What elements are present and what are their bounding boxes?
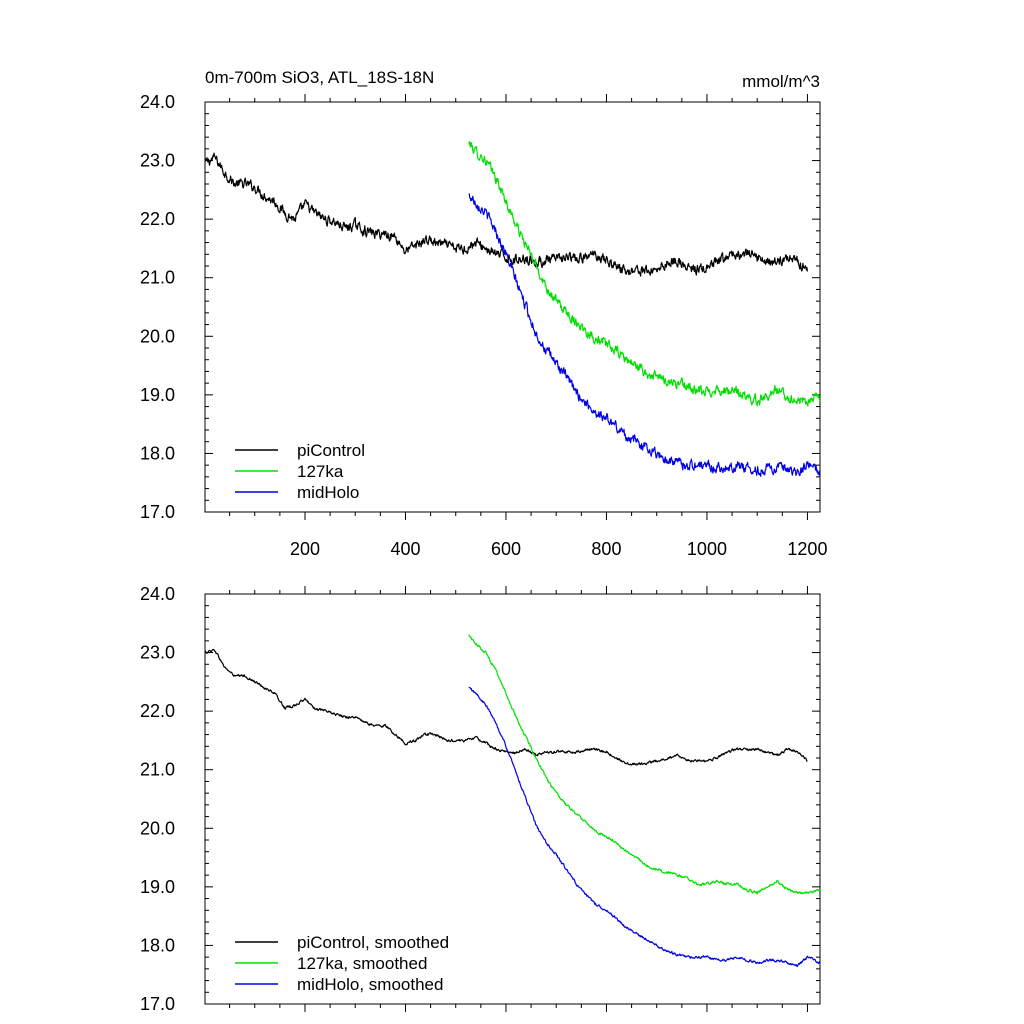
x-tick-labels: 200 400 600 800 1000 1200	[290, 539, 827, 559]
series-line-0	[204, 152, 808, 277]
y-tick-label: 24.0	[140, 92, 175, 112]
bottom-panel: 17.0 18.0 19.0 20.0 21.0 22.0 23.0 24.0 piContr…	[140, 584, 821, 1014]
units-label: mmol/m^3	[742, 72, 820, 91]
series-line-2	[468, 193, 821, 477]
x-tick-label: 800	[591, 539, 621, 559]
plot-frame	[204, 101, 821, 513]
legend-label: 127ka	[297, 462, 344, 481]
y-tick-label: 20.0	[140, 818, 175, 838]
legend: piControl 127ka midHolo	[235, 441, 365, 502]
y-tick-label: 17.0	[140, 994, 175, 1014]
series-line-1	[468, 141, 821, 407]
y-tick-label: 20.0	[140, 326, 175, 346]
y-tick-label: 19.0	[140, 877, 175, 897]
x-tick-label: 600	[491, 539, 521, 559]
legend-label: piControl, smoothed	[297, 933, 449, 952]
legend-label: piControl	[297, 441, 365, 460]
legend-label: midHolo	[297, 483, 359, 502]
series-lines	[204, 634, 821, 968]
series-line-2	[468, 686, 821, 968]
y-tick-label: 24.0	[140, 584, 175, 604]
plot-frame	[204, 593, 821, 1005]
y-tick-label: 23.0	[140, 643, 175, 663]
y-tick-label: 21.0	[140, 268, 175, 288]
legend-label: midHolo, smoothed	[297, 975, 443, 994]
y-tick-labels: 17.0 18.0 19.0 20.0 21.0 22.0 23.0 24.0	[140, 92, 175, 522]
x-tick-label: 1200	[787, 539, 827, 559]
y-tick-label: 22.0	[140, 209, 175, 229]
y-tick-labels: 17.0 18.0 19.0 20.0 21.0 22.0 23.0 24.0	[140, 584, 175, 1014]
series-lines	[204, 141, 821, 477]
chart-title: 0m-700m SiO3, ATL_18S-18N	[205, 68, 434, 87]
y-tick-label: 21.0	[140, 760, 175, 780]
y-tick-label: 18.0	[140, 935, 175, 955]
y-tick-label: 19.0	[140, 385, 175, 405]
x-tick-label: 1000	[687, 539, 727, 559]
axis-ticks	[205, 586, 820, 1012]
y-tick-label: 23.0	[140, 151, 175, 171]
x-tick-label: 400	[390, 539, 420, 559]
legend-label: 127ka, smoothed	[297, 954, 427, 973]
y-tick-label: 22.0	[140, 701, 175, 721]
x-tick-label: 200	[290, 539, 320, 559]
series-line-0	[204, 648, 808, 766]
top-panel: 0m-700m SiO3, ATL_18S-18N mmol/m^3 17.01…	[140, 68, 828, 559]
legend: piControl, smoothed 127ka, smoothed midHol…	[235, 933, 449, 994]
series-line-1	[468, 634, 821, 895]
y-tick-label: 18.0	[140, 443, 175, 463]
y-tick-label: 17.0	[140, 502, 175, 522]
